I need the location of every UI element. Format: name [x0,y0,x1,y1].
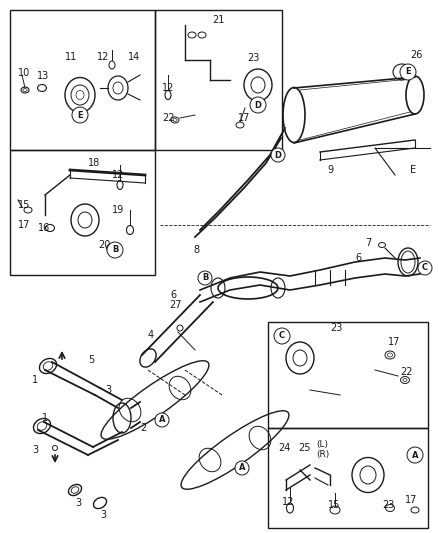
Circle shape [72,107,88,123]
Text: 17: 17 [238,113,251,123]
Circle shape [250,97,266,113]
Text: 5: 5 [88,355,94,365]
Text: A: A [239,464,245,472]
Text: 1: 1 [32,375,38,385]
Text: 15: 15 [328,500,340,510]
Text: 16: 16 [38,223,50,233]
Text: 12: 12 [162,83,174,93]
Text: 14: 14 [128,52,140,62]
Text: 12: 12 [97,52,110,62]
Text: 1: 1 [42,413,48,423]
Text: E: E [405,68,411,77]
Text: 23: 23 [247,53,259,63]
Text: E: E [77,110,83,119]
Text: 19: 19 [112,205,124,215]
Text: 15: 15 [18,200,30,210]
Text: 13: 13 [37,71,49,81]
Circle shape [155,413,169,427]
Circle shape [198,271,212,285]
Text: C: C [279,332,285,341]
Text: D: D [254,101,261,109]
Text: 8: 8 [193,245,199,255]
Text: 22: 22 [400,367,413,377]
Text: B: B [112,246,118,254]
Text: 17: 17 [388,337,400,347]
Text: 17: 17 [18,220,30,230]
Text: 11: 11 [65,52,77,62]
Circle shape [235,461,249,475]
Bar [10,150,155,275]
Text: 3: 3 [105,385,111,395]
Text: 27: 27 [169,300,181,310]
Text: 23: 23 [382,500,394,510]
Text: 10: 10 [18,68,30,78]
Circle shape [271,148,285,162]
Text: 20: 20 [98,240,110,250]
Text: A: A [159,416,165,424]
Circle shape [274,328,290,344]
Text: 6: 6 [170,290,176,300]
Circle shape [407,447,423,463]
Text: D: D [275,150,282,159]
Text: 3: 3 [75,498,81,508]
Circle shape [418,261,432,275]
Text: 18: 18 [88,158,100,168]
Text: 6: 6 [355,253,361,263]
Text: 25: 25 [298,443,311,453]
Text: 7: 7 [365,238,371,248]
Bar [10,10,155,150]
Text: 26: 26 [410,50,422,60]
Text: 21: 21 [212,15,224,25]
Text: A: A [412,450,418,459]
Text: 3: 3 [100,510,106,520]
Text: 9: 9 [327,165,333,175]
Text: 4: 4 [148,330,154,340]
Text: C: C [422,263,428,272]
Text: 2: 2 [140,423,146,433]
Bar [268,322,428,428]
Text: 22: 22 [162,113,174,123]
Bar [268,428,428,528]
Text: 3: 3 [32,445,38,455]
Text: (L): (L) [316,440,328,449]
Circle shape [107,242,123,258]
Text: 17: 17 [405,495,417,505]
Text: 23: 23 [330,323,343,333]
Bar [155,10,282,150]
Text: 24: 24 [278,443,290,453]
Text: (R): (R) [316,450,329,459]
Text: 12: 12 [282,497,294,507]
Text: 12: 12 [112,170,124,180]
Circle shape [400,64,416,80]
Text: B: B [202,273,208,282]
Text: E: E [410,165,416,175]
